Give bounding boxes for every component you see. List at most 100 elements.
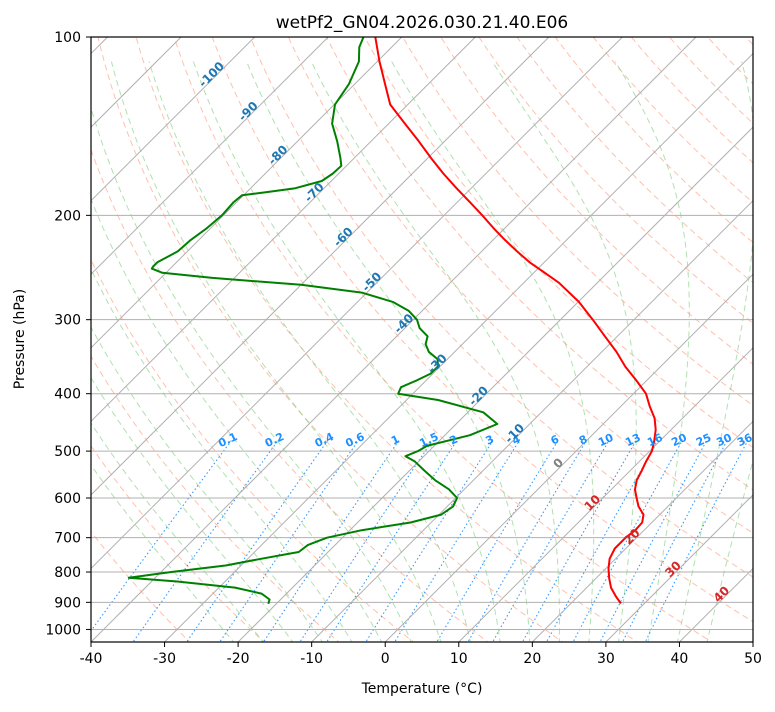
mixing-ratio-line — [262, 441, 399, 645]
y-tick-label: 700 — [54, 531, 81, 547]
y-tick-label: 500 — [54, 444, 81, 460]
moist-adiabat — [0, 62, 295, 645]
x-tick-label: -10 — [300, 651, 323, 667]
mixing-ratio-line — [436, 441, 559, 645]
dry-adiabat — [733, 24, 775, 645]
isotherm-line — [312, 37, 775, 642]
dry-adiabat — [132, 24, 641, 645]
dry-adiabat — [395, 24, 775, 645]
mixing-ratio-line — [325, 441, 457, 645]
dry-adiabat — [508, 24, 775, 645]
isotherm-line — [165, 37, 770, 642]
isotherm-line — [17, 37, 622, 642]
y-tick-label: 800 — [54, 565, 81, 581]
mixing-ratio-label: 6 — [549, 432, 562, 447]
y-tick-label: 400 — [54, 387, 81, 403]
moist-adiabat — [25, 62, 353, 645]
mixing-ratio-line — [81, 441, 231, 645]
mixing-ratio-label: 13 — [623, 431, 642, 449]
isotherm-line — [679, 37, 775, 642]
moist-adiabat — [615, 62, 689, 645]
y-tick-label: 1000 — [45, 622, 81, 638]
dewpoint-profile — [129, 37, 498, 604]
mixing-ratio-label: 30 — [714, 431, 734, 449]
moist-adiabat — [492, 62, 636, 645]
y-tick-label: 600 — [54, 491, 81, 507]
x-tick-label: 50 — [744, 651, 762, 667]
dry-adiabat — [658, 24, 775, 645]
mixing-ratio-label: 20 — [669, 431, 689, 449]
mixing-ratio-label: 25 — [694, 431, 713, 449]
x-tick-label: 40 — [671, 651, 689, 667]
y-axis-label: Pressure (hPa) — [12, 289, 28, 389]
isotherm-line — [91, 37, 696, 642]
mixing-ratio-label: 0.2 — [263, 430, 286, 450]
x-tick-label: 20 — [523, 651, 541, 667]
mixing-ratio-line — [298, 441, 432, 645]
mixing-ratio-label: 0.4 — [313, 430, 336, 450]
dry-adiabat — [583, 24, 775, 645]
isotherm-label: -70 — [302, 180, 327, 205]
grid-lines — [0, 37, 775, 642]
y-tick-label: 100 — [54, 30, 81, 46]
x-tick-label: 10 — [450, 651, 468, 667]
isotherm-label: -100 — [196, 59, 227, 90]
dry-adiabat — [696, 24, 775, 645]
y-tick-label: 300 — [54, 313, 81, 329]
adiabat-label: 30 — [662, 558, 684, 580]
mixing-ratio-label: 2 — [448, 433, 460, 448]
moist-adiabat — [706, 62, 775, 645]
moist-adiabat — [0, 62, 265, 645]
isotherm-line — [238, 37, 775, 642]
isotherm-label: -20 — [466, 383, 491, 408]
background-lines — [0, 24, 775, 645]
x-tick-label: -30 — [153, 651, 176, 667]
y-tick-label: 900 — [54, 595, 81, 611]
adiabat-label: 10 — [582, 492, 604, 514]
dry-adiabat — [20, 24, 417, 645]
moist-adiabat — [677, 62, 756, 645]
x-tick-label: -20 — [227, 651, 250, 667]
isotherm-label: -50 — [359, 269, 384, 294]
dry-adiabat — [771, 24, 775, 645]
isotherm-label: -60 — [331, 224, 356, 249]
mixing-ratio-line — [185, 441, 328, 645]
dry-adiabat — [245, 24, 775, 645]
isotherm-label: -10 — [502, 421, 527, 446]
mixing-ratio-line — [521, 441, 636, 645]
dry-adiabat — [320, 24, 775, 645]
mixing-ratio-line — [364, 441, 493, 645]
mixing-ratio-label: 0.6 — [343, 430, 366, 450]
moist-adiabat — [0, 62, 236, 645]
chart-title: wetPf2_GN04.2026.030.21.40.E06 — [276, 13, 568, 33]
isotherm-line — [532, 37, 775, 642]
isotherm-line — [459, 37, 775, 642]
adiabat-label: 0 — [550, 455, 566, 471]
isotherm-line — [0, 37, 255, 642]
moist-adiabat — [193, 62, 500, 645]
isotherm-line — [753, 37, 775, 642]
x-tick-label: -40 — [80, 651, 103, 667]
series-lines — [129, 37, 656, 604]
x-tick-label: 30 — [597, 651, 615, 667]
y-tick-label: 200 — [54, 208, 81, 224]
moist-adiabat — [392, 62, 594, 645]
dry-adiabat — [358, 24, 775, 645]
plot-frame — [91, 37, 753, 642]
x-tick-label: 0 — [381, 651, 390, 667]
moist-adiabat — [247, 62, 530, 645]
dry-adiabat — [621, 24, 775, 645]
mixing-ratio-label: 0.1 — [216, 430, 239, 450]
x-axis-label: Temperature (°C) — [361, 681, 483, 697]
dry-adiabat — [0, 24, 267, 645]
moist-adiabat — [79, 62, 412, 645]
mixing-ratio-line — [621, 441, 727, 645]
mixing-ratio-label: 10 — [596, 431, 616, 449]
isotherm-label: -30 — [425, 351, 450, 376]
dry-adiabat — [95, 24, 566, 645]
mixing-ratio-label: 16 — [645, 431, 665, 449]
